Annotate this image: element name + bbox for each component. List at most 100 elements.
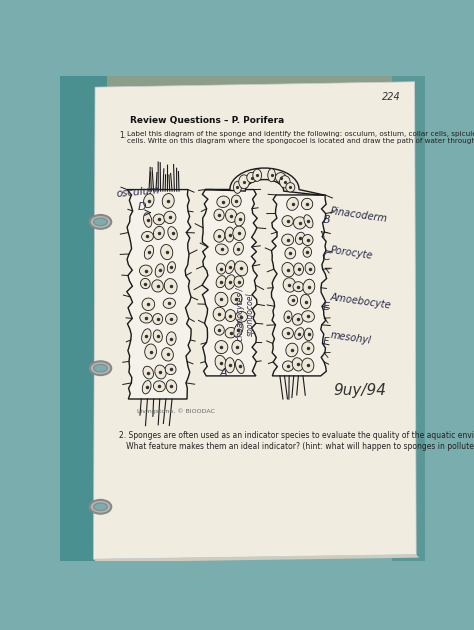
Ellipse shape xyxy=(163,298,175,308)
Ellipse shape xyxy=(303,279,315,294)
Ellipse shape xyxy=(168,227,177,240)
Ellipse shape xyxy=(226,209,237,222)
Polygon shape xyxy=(272,195,327,376)
Ellipse shape xyxy=(139,265,152,276)
Polygon shape xyxy=(205,168,324,195)
Polygon shape xyxy=(202,190,257,376)
Ellipse shape xyxy=(216,276,226,288)
Ellipse shape xyxy=(225,275,235,289)
Ellipse shape xyxy=(236,360,244,374)
Ellipse shape xyxy=(144,194,154,208)
Ellipse shape xyxy=(142,381,151,394)
Ellipse shape xyxy=(215,292,228,307)
Ellipse shape xyxy=(166,332,176,345)
Ellipse shape xyxy=(234,181,241,193)
Ellipse shape xyxy=(162,193,174,209)
Ellipse shape xyxy=(275,173,286,183)
Ellipse shape xyxy=(140,278,150,289)
Text: choanocytes /
spongocoel: choanocytes / spongocoel xyxy=(236,288,255,341)
Ellipse shape xyxy=(140,313,152,323)
Ellipse shape xyxy=(268,169,275,181)
Ellipse shape xyxy=(282,234,294,246)
Ellipse shape xyxy=(292,358,303,371)
Ellipse shape xyxy=(217,196,229,207)
Ellipse shape xyxy=(285,248,296,259)
Ellipse shape xyxy=(294,263,303,275)
Ellipse shape xyxy=(215,341,228,353)
Ellipse shape xyxy=(93,364,108,372)
Ellipse shape xyxy=(286,183,295,192)
Ellipse shape xyxy=(154,226,164,239)
Ellipse shape xyxy=(167,261,175,273)
Ellipse shape xyxy=(231,293,242,305)
Ellipse shape xyxy=(225,227,234,242)
Ellipse shape xyxy=(293,217,306,229)
Ellipse shape xyxy=(234,243,244,255)
Ellipse shape xyxy=(232,340,243,354)
Text: A: A xyxy=(220,368,228,378)
Ellipse shape xyxy=(226,261,235,273)
Ellipse shape xyxy=(162,348,173,361)
Text: osculum: osculum xyxy=(116,185,160,199)
Text: 224: 224 xyxy=(382,92,401,102)
Ellipse shape xyxy=(235,311,247,322)
Ellipse shape xyxy=(93,503,108,511)
Ellipse shape xyxy=(283,278,296,292)
Text: 1.: 1. xyxy=(119,131,126,140)
Text: mesohyl: mesohyl xyxy=(330,330,372,346)
Text: 2. Sponges are often used as an indicator species to evaluate the quality of the: 2. Sponges are often used as an indicato… xyxy=(119,432,474,450)
Ellipse shape xyxy=(164,211,176,224)
Ellipse shape xyxy=(155,264,164,277)
Ellipse shape xyxy=(166,380,177,393)
Ellipse shape xyxy=(239,175,249,188)
Ellipse shape xyxy=(90,500,111,513)
Ellipse shape xyxy=(165,364,176,375)
Text: F: F xyxy=(322,337,328,347)
Text: B: B xyxy=(322,215,330,226)
Ellipse shape xyxy=(233,226,246,241)
Ellipse shape xyxy=(154,381,165,392)
Ellipse shape xyxy=(216,244,228,255)
Text: Livingstone, © BIOODAC: Livingstone, © BIOODAC xyxy=(137,408,215,414)
Ellipse shape xyxy=(142,231,154,241)
Text: D: D xyxy=(137,202,146,212)
Ellipse shape xyxy=(153,330,162,342)
Polygon shape xyxy=(392,76,425,561)
Ellipse shape xyxy=(90,215,111,229)
Text: Review Questions – P. Porifera: Review Questions – P. Porifera xyxy=(130,116,284,125)
Ellipse shape xyxy=(213,307,226,321)
Ellipse shape xyxy=(145,245,154,259)
Ellipse shape xyxy=(301,198,313,210)
Ellipse shape xyxy=(234,323,243,337)
Ellipse shape xyxy=(235,261,248,276)
Polygon shape xyxy=(93,554,419,562)
Ellipse shape xyxy=(247,173,256,183)
Ellipse shape xyxy=(225,328,237,338)
Ellipse shape xyxy=(282,215,293,226)
Ellipse shape xyxy=(303,247,311,257)
Ellipse shape xyxy=(234,276,244,287)
Text: E: E xyxy=(322,302,329,312)
Text: Amoebocyte: Amoebocyte xyxy=(330,292,392,311)
Ellipse shape xyxy=(142,329,151,343)
Ellipse shape xyxy=(165,313,177,324)
Ellipse shape xyxy=(302,342,314,355)
Ellipse shape xyxy=(214,209,224,220)
Ellipse shape xyxy=(287,197,298,210)
Ellipse shape xyxy=(305,263,315,275)
Ellipse shape xyxy=(295,232,305,244)
Ellipse shape xyxy=(90,361,111,375)
Ellipse shape xyxy=(292,314,303,325)
Text: Label this diagram of the sponge and identify the following: osculum, ostium, co: Label this diagram of the sponge and ide… xyxy=(127,131,474,144)
Ellipse shape xyxy=(283,361,293,371)
Ellipse shape xyxy=(217,263,226,274)
Ellipse shape xyxy=(215,355,227,370)
Ellipse shape xyxy=(93,218,108,226)
Ellipse shape xyxy=(214,229,225,242)
Ellipse shape xyxy=(153,214,164,225)
Ellipse shape xyxy=(295,328,304,340)
Text: Pinacoderm: Pinacoderm xyxy=(330,206,389,224)
Ellipse shape xyxy=(253,169,262,181)
Ellipse shape xyxy=(282,328,293,339)
Ellipse shape xyxy=(231,195,241,207)
